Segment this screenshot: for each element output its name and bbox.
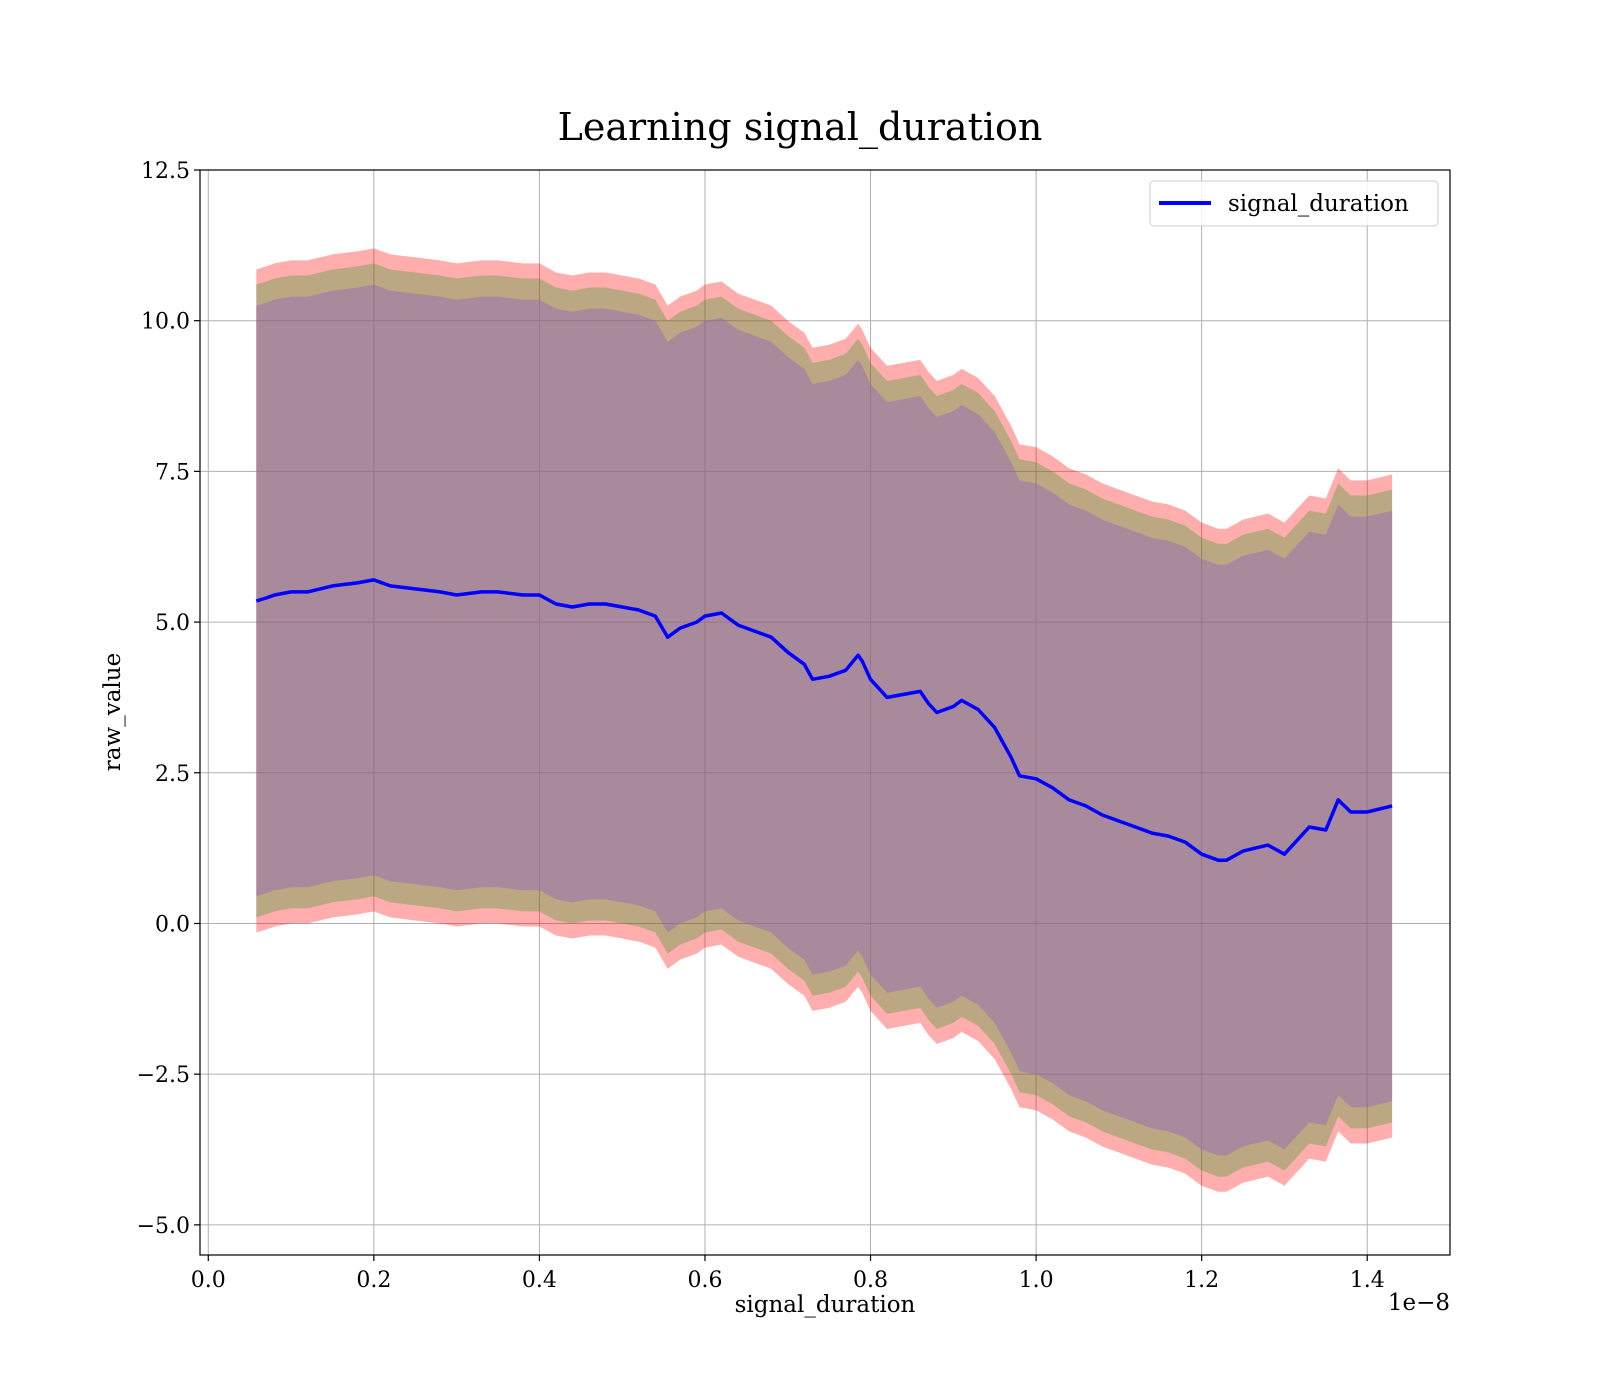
legend-label: signal_duration <box>1228 191 1409 217</box>
plot-frame <box>199 169 1451 1256</box>
x-axis-offset-label: 1e−8 <box>1388 1290 1450 1316</box>
x-axis-label: signal_duration <box>735 1292 916 1318</box>
x-tick-label: 0.0 <box>191 1268 226 1293</box>
y-tick-label: 2.5 <box>155 762 190 787</box>
y-tick-label: 5.0 <box>155 611 190 636</box>
x-tick-label: 0.4 <box>522 1268 557 1293</box>
legend: signal_duration <box>1149 180 1439 227</box>
legend-box <box>1149 180 1439 227</box>
x-axis-ticks: 0.0 0.2 0.4 0.6 0.8 1.0 1.2 1.4 <box>191 1255 1385 1293</box>
chart-title: Learning signal_duration <box>558 105 1043 150</box>
y-tick-label: −5.0 <box>137 1214 190 1239</box>
x-tick-label: 1.2 <box>1184 1268 1219 1293</box>
grid <box>200 169 1450 1255</box>
series-lines <box>255 578 1393 862</box>
x-tick-label: 0.6 <box>687 1268 722 1293</box>
y-axis-label: raw_value <box>100 653 126 771</box>
x-tick-label: 1.0 <box>1019 1268 1054 1293</box>
x-tick-label: 1.4 <box>1350 1268 1385 1293</box>
x-tick-label: 0.8 <box>853 1268 888 1293</box>
y-tick-label: 7.5 <box>155 460 190 485</box>
uncertainty-bands <box>256 248 1393 1192</box>
series-line-signal-duration <box>255 578 1393 862</box>
y-tick-label: 10.0 <box>141 310 190 335</box>
y-tick-label: 0.0 <box>155 912 190 937</box>
y-axis-ticks: −5.0 −2.5 0.0 2.5 5.0 7.5 10.0 12.5 <box>137 159 200 1239</box>
y-tick-label: −2.5 <box>137 1063 190 1088</box>
inner-uncertainty-band <box>256 284 1393 1156</box>
outer-uncertainty-band <box>256 248 1393 1192</box>
middle-uncertainty-band <box>256 263 1393 1177</box>
y-tick-label: 12.5 <box>141 159 190 184</box>
x-tick-label: 0.2 <box>356 1268 391 1293</box>
